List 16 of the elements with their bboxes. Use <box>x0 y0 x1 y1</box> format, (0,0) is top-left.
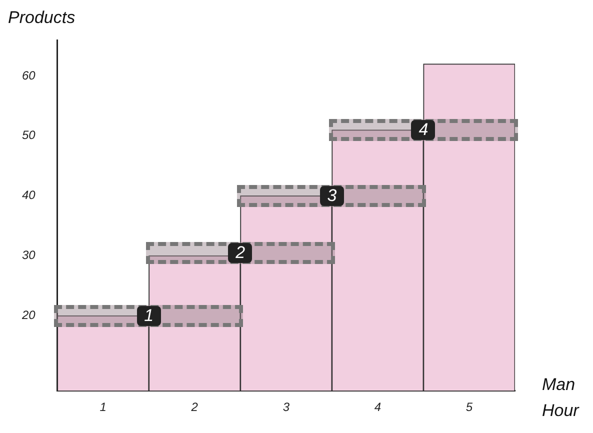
y-axis-title: Products <box>8 8 76 28</box>
x-tick-label: 3 <box>282 400 290 414</box>
y-tick-label: 20 <box>20 308 36 322</box>
y-tick-label: 30 <box>22 248 36 262</box>
annotation: 4 <box>411 120 436 140</box>
x-axis-title: Man Hour <box>542 374 580 422</box>
annotation: 3 <box>320 186 344 206</box>
x-tick-label: 2 <box>190 400 198 414</box>
x-tick-label: 4 <box>374 400 382 414</box>
y-tick-label: 60 <box>22 68 36 82</box>
x-tick-label: 5 <box>466 400 473 414</box>
y-tick-label: 40 <box>22 188 36 202</box>
y-tick-label: 50 <box>22 128 36 142</box>
annotation: 2 <box>228 242 252 263</box>
annotation: 1 <box>136 306 161 326</box>
x-tick-label: 1 <box>100 400 106 414</box>
